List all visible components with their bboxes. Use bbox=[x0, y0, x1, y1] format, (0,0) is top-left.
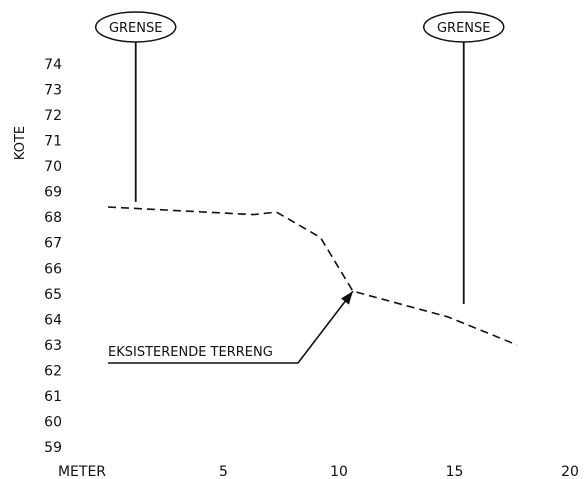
y-tick-label: 65 bbox=[44, 287, 62, 303]
x-tick-label: 5 bbox=[219, 464, 228, 479]
y-tick-label: 70 bbox=[44, 159, 62, 175]
y-tick-label: 74 bbox=[44, 57, 62, 73]
arrow-head-icon bbox=[341, 291, 353, 305]
y-tick-label: 64 bbox=[44, 312, 62, 328]
y-tick-label: 62 bbox=[44, 363, 62, 379]
y-tick-label: 69 bbox=[44, 185, 62, 201]
y-tick-label: 63 bbox=[44, 338, 62, 354]
y-tick-label: 60 bbox=[44, 414, 62, 430]
y-tick-label: 61 bbox=[44, 389, 62, 405]
x-tick-labels: 5 10 15 20 bbox=[219, 464, 579, 479]
y-tick-label: 59 bbox=[44, 440, 62, 456]
terrain-label: EKSISTERENDE TERRENG bbox=[108, 345, 273, 360]
x-tick-label: 10 bbox=[330, 464, 348, 479]
terrain-series-line bbox=[107, 206, 518, 346]
y-tick-label: 72 bbox=[44, 108, 62, 124]
grense-label: GRENSE bbox=[437, 21, 491, 36]
y-tick-label: 66 bbox=[44, 261, 62, 277]
annotations: GRENSE GRENSE EKSISTERENDE TERRENG bbox=[94, 11, 505, 364]
grense-label: GRENSE bbox=[109, 21, 163, 36]
y-tick-label: 67 bbox=[44, 236, 62, 252]
y-tick-label: 73 bbox=[44, 83, 62, 99]
y-tick-label: 71 bbox=[44, 134, 62, 150]
y-axis-label: KOTE bbox=[13, 126, 28, 160]
x-tick-label: 20 bbox=[561, 464, 579, 479]
y-tick-labels: 59 60 61 62 63 64 65 66 67 68 69 70 71 72 73 74 bbox=[44, 57, 62, 456]
x-tick-label: 15 bbox=[446, 464, 464, 479]
y-tick-label: 68 bbox=[44, 210, 62, 226]
x-axis-label: METER bbox=[58, 464, 106, 479]
terrain-leader-line bbox=[108, 290, 354, 364]
